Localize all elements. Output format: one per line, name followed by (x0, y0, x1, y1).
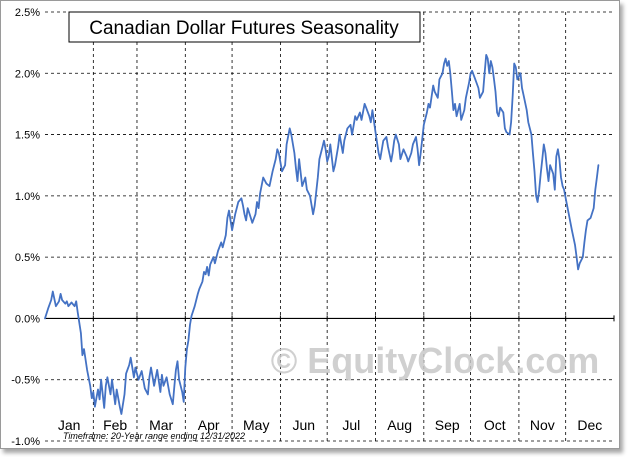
footnote: Timeframe: 20-Year range ending 12/31/20… (63, 431, 245, 441)
axis-tick-labels: 2.5% 2.0% 1.5% 1.0% 0.5% 0.0% -0.5% -1.0% Jan Feb… (11, 7, 602, 448)
x-tick-label: Aug (387, 417, 412, 433)
title-box: Canadian Dollar Futures Seasonality (68, 11, 421, 43)
y-tick-label: 2.5% (15, 7, 40, 19)
title-box-border (68, 11, 421, 43)
series-line (44, 54, 600, 415)
y-tick-label: 1.0% (15, 191, 40, 203)
x-tick-label: Nov (530, 417, 555, 433)
y-tick-label: -0.5% (11, 375, 40, 387)
x-tick-label: Jul (342, 417, 360, 433)
y-tick-label: 2.0% (15, 68, 40, 80)
x-tick-label: Feb (103, 417, 127, 433)
x-tick-label: Jan (58, 417, 81, 433)
y-tick-label: 0.0% (15, 313, 40, 325)
x-tick-label: Dec (577, 417, 602, 433)
watermark-text: © EquityClock.com (271, 340, 600, 381)
chart-frame: © EquityClock.com 2.5% 2.0% 1.5% 1.0% 0.5% 0.… (0, 0, 620, 449)
y-tick-label: 1.5% (15, 130, 40, 142)
chart-title: Canadian Dollar Futures Seasonality (89, 18, 399, 39)
series-line-layer (44, 54, 600, 415)
x-tick-label: Oct (484, 417, 506, 433)
y-tick-label: 0.5% (15, 252, 40, 264)
x-tick-label: Mar (149, 417, 173, 433)
x-tick-label: Jun (292, 417, 315, 433)
x-tick-label: Sep (435, 417, 460, 433)
watermark: © EquityClock.com (271, 340, 600, 381)
x-tick-label: May (243, 417, 269, 433)
y-tick-label: -1.0% (11, 436, 40, 448)
seasonality-chart: © EquityClock.com 2.5% 2.0% 1.5% 1.0% 0.5% 0.… (11, 7, 615, 448)
grid-layer (45, 11, 615, 442)
x-tick-label: Apr (198, 417, 220, 433)
